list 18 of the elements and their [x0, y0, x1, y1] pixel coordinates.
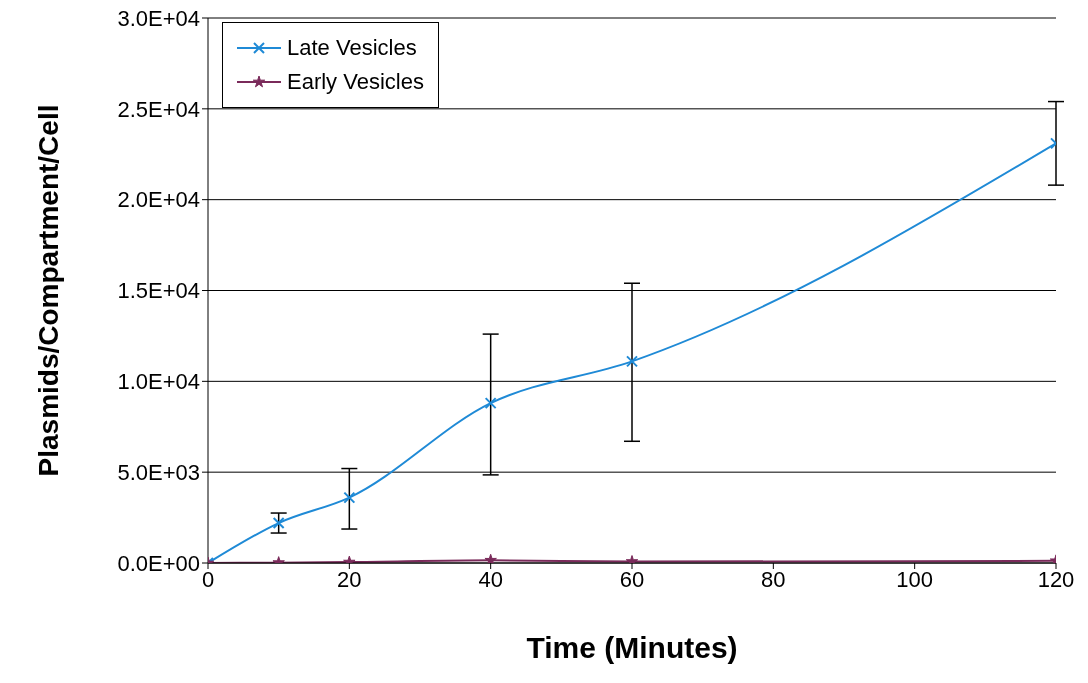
x-tick-label: 40 — [478, 566, 503, 592]
y-axis-title: Plasmids/Compartment/Cell — [32, 104, 64, 477]
y-tick-label: 1.0E+04 — [117, 369, 200, 395]
x-tick-label: 120 — [1037, 566, 1075, 592]
legend-label: Late Vesicles — [287, 35, 417, 61]
y-tick-label: 0.0E+00 — [117, 550, 200, 576]
y-tick-label: 3.0E+04 — [117, 5, 200, 31]
y-tick-label: 2.5E+04 — [117, 96, 200, 122]
x-tick-label: 80 — [761, 566, 786, 592]
y-tick-label: 5.0E+03 — [117, 459, 200, 485]
x-tick-label: 20 — [337, 566, 362, 592]
x-axis-title: Time (Minutes) — [526, 631, 738, 664]
y-tick-label: 1.5E+04 — [117, 278, 200, 304]
y-tick-label: 2.0E+04 — [117, 187, 200, 213]
x-tick-label: 60 — [619, 566, 645, 592]
legend-label: Early Vesicles — [287, 69, 424, 95]
x-tick-label: 100 — [896, 566, 934, 592]
x-tick-label: 0 — [201, 566, 215, 592]
